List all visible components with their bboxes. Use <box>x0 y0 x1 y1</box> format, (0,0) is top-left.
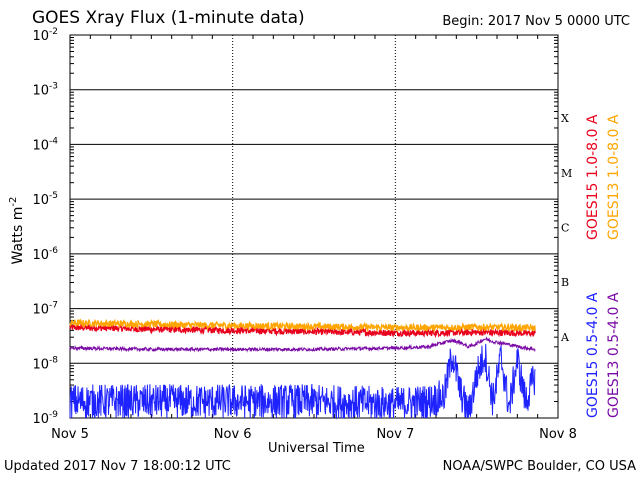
y-tick-label: 10-5 <box>32 191 58 208</box>
legend-entry: GOES13 0.5-4.0 A <box>606 292 622 418</box>
chart-title: GOES Xray Flux (1-minute data) <box>32 8 305 28</box>
y-tick-label: 10-7 <box>32 301 58 318</box>
legend-entry: GOES15 0.5-4.0 A <box>585 292 601 418</box>
updated-timestamp: Updated 2017 Nov 7 18:00:12 UTC <box>4 459 231 474</box>
legend-entry: GOES15 1.0-8.0 A <box>585 114 601 240</box>
series-line <box>69 323 536 339</box>
series-line <box>69 343 536 420</box>
y-tick-label: 10-3 <box>32 82 58 99</box>
x-tick-label: Nov 8 <box>539 427 577 442</box>
legend-entry: GOES13 1.0-8.0 A <box>606 114 622 240</box>
flare-class-label: C <box>561 222 569 235</box>
series-line <box>69 318 536 333</box>
y-tick-label: 10-4 <box>32 136 58 153</box>
flare-class-label: B <box>561 276 569 289</box>
credit-text: NOAA/SWPC Boulder, CO USA <box>442 459 636 474</box>
y-tick-label: 10-6 <box>32 246 58 263</box>
x-tick-label: Nov 6 <box>214 427 252 442</box>
y-axis-label: Watts m-2 <box>8 197 26 265</box>
y-tick-label: 10-8 <box>32 355 58 372</box>
x-axis-label: Universal Time <box>268 441 365 456</box>
y-tick-label: 10-9 <box>32 410 58 427</box>
series-line <box>69 336 536 353</box>
x-tick-label: Nov 5 <box>51 427 89 442</box>
flare-class-label: M <box>561 167 572 180</box>
y-tick-label: 10-2 <box>32 27 58 44</box>
x-tick-label: Nov 7 <box>376 427 414 442</box>
flare-class-label: A <box>560 331 570 344</box>
flare-class-label: X <box>561 112 569 125</box>
begin-time: Begin: 2017 Nov 5 0000 UTC <box>442 14 630 29</box>
